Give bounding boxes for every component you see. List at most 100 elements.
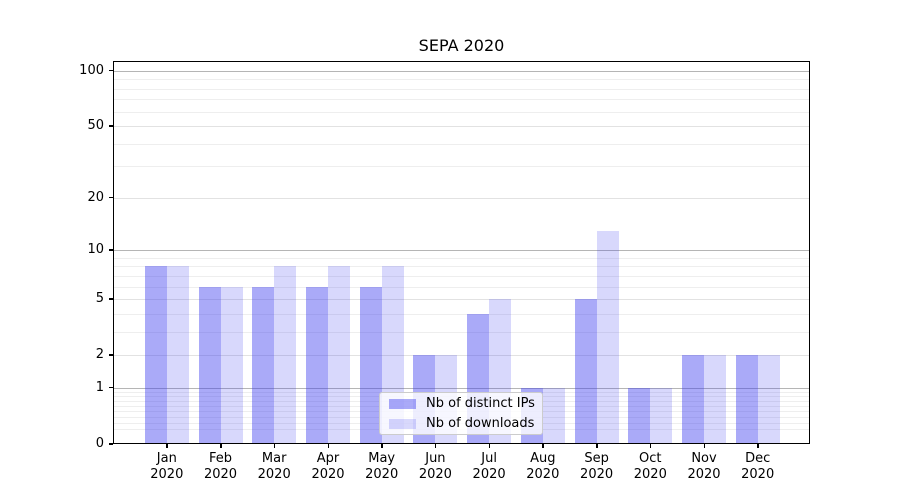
- gridline-y-9-minor: [114, 257, 809, 259]
- legend-item-distinct-ips: Nb of distinct IPs: [389, 396, 542, 411]
- x-tick-month: Jan: [156, 451, 177, 466]
- x-tick-label-dec: Dec 2020: [726, 451, 790, 482]
- x-tick-jul: [488, 444, 491, 448]
- gridline-y-5-labeled: [114, 299, 809, 301]
- y-tick-label-50: 50: [87, 118, 104, 133]
- x-tick-month: Oct: [639, 451, 662, 466]
- gridline-y-1-decade: [114, 387, 809, 389]
- gridline-y-8-minor: [114, 266, 809, 268]
- bar-distinct-ips-feb: [198, 286, 221, 443]
- legend-label-distinct-ips: Nb of distinct IPs: [426, 396, 535, 411]
- bar-distinct-ips-jan: [144, 266, 167, 443]
- x-tick-label-jul: Jul 2020: [457, 451, 521, 482]
- x-tick-label-oct: Oct 2020: [618, 451, 682, 482]
- x-tick-label-aug: Aug 2020: [511, 451, 575, 482]
- gridline-y-3-minor: [114, 331, 809, 333]
- x-tick-aug: [542, 444, 544, 448]
- x-tick-oct: [649, 444, 652, 448]
- x-tick-month: Dec: [745, 451, 771, 466]
- x-tick-mar: [273, 444, 276, 448]
- gridline-y-4-minor: [114, 313, 809, 315]
- x-tick-nov: [703, 444, 705, 448]
- x-tick-label-sep: Sep 2020: [565, 451, 629, 482]
- bar-downloads-oct: [650, 388, 673, 443]
- legend-label-downloads: Nb of downloads: [426, 416, 535, 431]
- x-tick-year: 2020: [257, 466, 291, 482]
- x-tick-year: 2020: [418, 466, 452, 482]
- x-tick-label-mar: Mar 2020: [242, 451, 306, 482]
- y-tick-label-100: 100: [79, 63, 104, 78]
- x-tick-year: 2020: [526, 466, 560, 482]
- bar-downloads-feb: [220, 286, 243, 443]
- x-tick-year: 2020: [687, 466, 721, 482]
- y-tick-label-20: 20: [87, 190, 104, 205]
- bar-downloads-aug: [542, 388, 565, 443]
- x-tick-year: 2020: [741, 466, 775, 482]
- x-tick-year: 2020: [311, 466, 345, 482]
- gridline-y-40-minor: [114, 143, 809, 145]
- x-tick-year: 2020: [365, 466, 399, 482]
- x-tick-label-feb: Feb 2020: [189, 451, 253, 482]
- chart-title: SEPA 2020: [418, 36, 505, 55]
- legend: Nb of distinct IPs Nb of downloads: [379, 392, 543, 435]
- gridline-y-60-minor: [114, 111, 809, 113]
- x-tick-dec: [757, 444, 759, 448]
- y-tick-label-0: 0: [95, 436, 104, 451]
- bar-distinct-ips-sep: [574, 299, 597, 443]
- legend-swatch-distinct-ips: [389, 398, 416, 409]
- bar-distinct-ips-nov: [682, 355, 704, 443]
- x-tick-may: [381, 444, 383, 448]
- bar-downloads-nov: [704, 355, 726, 443]
- gridline-y-2-labeled: [114, 355, 809, 357]
- bar-downloads-sep: [596, 230, 619, 443]
- y-tick-label-1: 1: [95, 380, 104, 395]
- x-tick-month: Feb: [208, 451, 233, 466]
- x-tick-month: Jun: [425, 451, 446, 466]
- gridline-y-80-minor: [114, 88, 809, 90]
- x-tick-apr: [327, 444, 329, 448]
- gridline-y-30-minor: [114, 166, 809, 168]
- x-tick-year: 2020: [150, 466, 184, 482]
- bar-downloads-mar: [274, 266, 297, 443]
- x-tick-label-jun: Jun 2020: [403, 451, 467, 482]
- x-tick-label-may: May 2020: [350, 451, 414, 482]
- plot-area: [113, 61, 810, 444]
- gridline-y-70-minor: [114, 99, 809, 101]
- x-tick-month: Sep: [584, 451, 609, 466]
- x-tick-label-nov: Nov 2020: [672, 451, 736, 482]
- y-tick-label-5: 5: [95, 291, 104, 306]
- legend-item-downloads: Nb of downloads: [389, 416, 542, 431]
- x-tick-month: Mar: [261, 451, 287, 466]
- gridline-y-90-minor: [114, 79, 809, 81]
- bar-distinct-ips-may: [359, 286, 382, 443]
- bar-downloads-apr: [328, 266, 350, 443]
- x-tick-year: 2020: [580, 466, 614, 482]
- bar-distinct-ips-dec: [735, 355, 758, 443]
- y-tick-label-2: 2: [95, 347, 104, 362]
- bar-distinct-ips-apr: [306, 286, 328, 443]
- x-tick-year: 2020: [203, 466, 238, 482]
- gridline-y-100-decade: [114, 70, 809, 72]
- x-tick-year: 2020: [472, 466, 506, 482]
- gridline-y-20-labeled: [114, 197, 809, 199]
- bar-distinct-ips-mar: [252, 286, 275, 443]
- x-tick-label-apr: Apr 2020: [296, 451, 360, 482]
- x-tick-jan: [166, 444, 168, 448]
- x-tick-jun: [434, 444, 437, 448]
- bar-distinct-ips-oct: [628, 388, 651, 443]
- gridline-y-50-labeled: [114, 126, 809, 128]
- bar-downloads-jan: [166, 266, 189, 443]
- x-tick-year: 2020: [633, 466, 667, 482]
- gridline-y-7-minor: [114, 275, 809, 277]
- x-tick-month: Jul: [481, 451, 497, 466]
- x-tick-sep: [596, 444, 598, 448]
- y-tick-label-10: 10: [87, 242, 104, 257]
- gridline-y-10-decade: [114, 250, 809, 252]
- x-tick-month: Apr: [316, 451, 340, 466]
- x-tick-month: May: [368, 451, 396, 466]
- x-tick-month: Nov: [691, 451, 717, 466]
- bar-downloads-dec: [757, 355, 780, 443]
- x-tick-month: Aug: [530, 451, 556, 466]
- x-tick-label-jan: Jan 2020: [135, 451, 199, 482]
